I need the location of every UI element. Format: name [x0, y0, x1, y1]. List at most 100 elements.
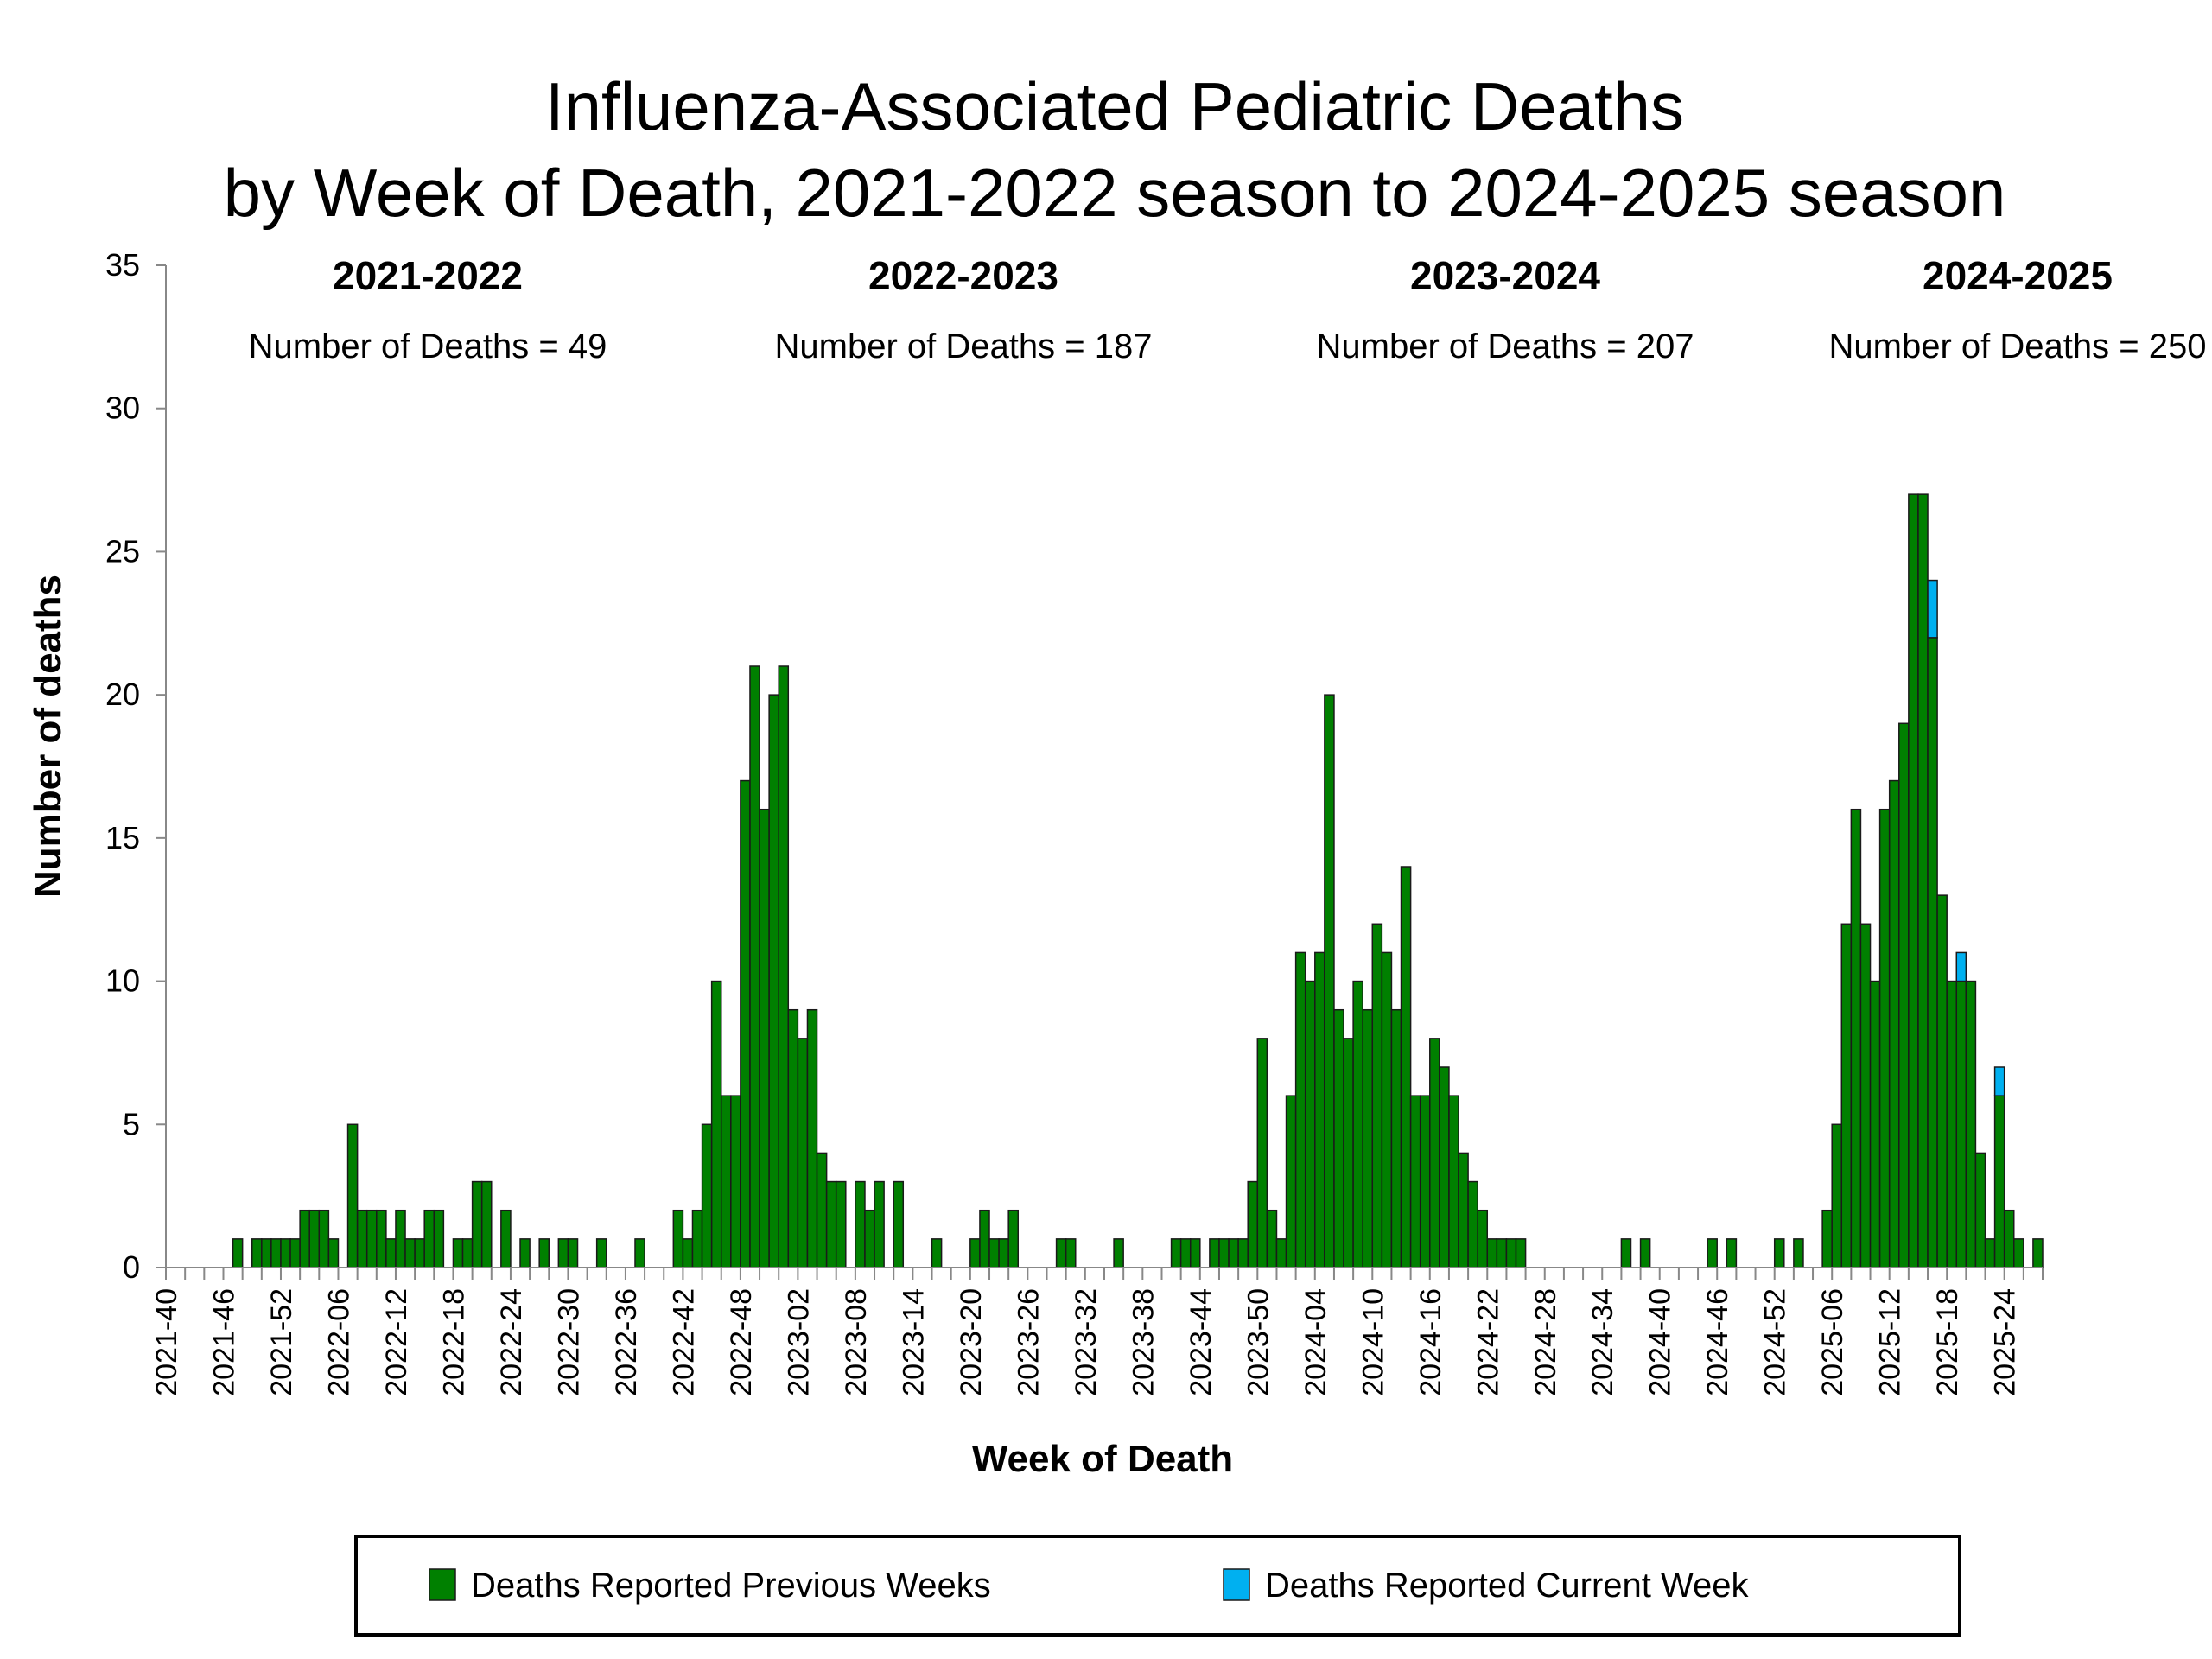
- bar-previous-weeks: [1888, 779, 1900, 1268]
- season-death-count: Number of Deaths = 49: [249, 327, 607, 365]
- bar-previous-weeks: [988, 1238, 1000, 1268]
- season-label: 2024-2025: [1923, 253, 2113, 298]
- bar-previous-weeks: [1458, 1152, 1469, 1268]
- bar-previous-weeks: [251, 1238, 263, 1268]
- bar-previous-weeks: [1371, 923, 1383, 1268]
- bar-previous-weeks: [1179, 1238, 1192, 1268]
- x-tick-label: 2021-46: [207, 1288, 240, 1396]
- bar-previous-weeks: [855, 1180, 866, 1268]
- x-tick-label: 2024-52: [1759, 1288, 1792, 1396]
- bar-previous-weeks: [893, 1180, 905, 1268]
- x-tick-label: 2023-38: [1127, 1288, 1160, 1396]
- bar-previous-weeks: [998, 1238, 1009, 1268]
- bar-previous-weeks: [969, 1238, 981, 1268]
- x-tick-label: 2024-22: [1471, 1288, 1504, 1396]
- bar-previous-weeks: [835, 1180, 847, 1268]
- bar-previous-weeks: [749, 665, 760, 1268]
- bar-previous-weeks: [480, 1180, 493, 1268]
- bar-previous-weeks: [1324, 694, 1335, 1268]
- bar-previous-weeks: [461, 1238, 474, 1268]
- bar-previous-weeks: [1343, 1038, 1354, 1268]
- bar-previous-weeks: [682, 1238, 694, 1268]
- bar-previous-weeks: [299, 1209, 310, 1268]
- bar-previous-weeks: [634, 1238, 645, 1268]
- bar-previous-weeks: [1256, 1038, 1268, 1268]
- bar-previous-weeks: [2032, 1238, 2044, 1268]
- y-tick-label: 10: [105, 963, 140, 999]
- bar-previous-weeks: [289, 1238, 301, 1268]
- bar-previous-weeks: [308, 1209, 321, 1268]
- bar-previous-weeks: [1419, 1095, 1431, 1268]
- bar-previous-weeks: [1218, 1238, 1230, 1268]
- bar-previous-weeks: [759, 808, 770, 1268]
- bar-previous-weeks: [1362, 1008, 1374, 1268]
- x-tick-label: 2023-14: [897, 1288, 930, 1396]
- bar-previous-weeks: [1333, 1008, 1344, 1268]
- bar-previous-weeks: [1898, 722, 1910, 1268]
- bar-previous-weeks: [979, 1209, 990, 1268]
- legend-box: [354, 1535, 1961, 1637]
- bar-previous-weeks: [404, 1238, 416, 1268]
- x-tick-label: 2025-12: [1874, 1288, 1907, 1396]
- bar-previous-weeks: [931, 1238, 943, 1268]
- bar-previous-weeks: [1467, 1180, 1478, 1268]
- bar-previous-weeks: [1294, 951, 1306, 1268]
- bar-previous-weeks: [1993, 1095, 2005, 1268]
- x-tick-label: 2023-08: [840, 1288, 873, 1396]
- bar-previous-weeks: [720, 1095, 732, 1268]
- bar-previous-weeks: [376, 1209, 387, 1268]
- bar-previous-weeks: [1055, 1238, 1067, 1268]
- bar-previous-weeks: [385, 1238, 397, 1268]
- x-tick-label: 2024-16: [1414, 1288, 1447, 1396]
- legend-label-current-week: Deaths Reported Current Week: [1265, 1567, 1750, 1605]
- x-tick-label: 2024-28: [1529, 1288, 1562, 1396]
- bar-previous-weeks: [787, 1008, 799, 1268]
- bar-previous-weeks: [1869, 980, 1881, 1268]
- bar-previous-weeks: [1352, 980, 1363, 1268]
- bar-previous-weeks: [1429, 1038, 1440, 1268]
- chart-subtitle: by Week of Death, 2021-2022 season to 20…: [224, 155, 2006, 231]
- bar-previous-weeks: [806, 1008, 818, 1268]
- x-tick-label: 2025-06: [1816, 1288, 1849, 1396]
- bar-previous-weeks: [1515, 1238, 1527, 1268]
- bar-previous-weeks: [519, 1238, 531, 1268]
- x-tick-label: 2023-20: [955, 1288, 988, 1396]
- bar-previous-weeks: [2013, 1238, 2024, 1268]
- bar-previous-weeks: [1974, 1152, 1986, 1268]
- x-tick-label: 2022-42: [667, 1288, 700, 1396]
- x-tick-label: 2023-44: [1185, 1288, 1217, 1396]
- bar-previous-weeks: [1266, 1209, 1278, 1268]
- bar-previous-weeks: [1228, 1238, 1239, 1268]
- bar-previous-weeks: [1859, 923, 1872, 1268]
- x-tick-label: 2024-40: [1644, 1288, 1677, 1396]
- x-tick-label: 2023-50: [1242, 1288, 1274, 1396]
- y-tick-label: 15: [105, 820, 140, 855]
- bar-previous-weeks: [1955, 980, 1967, 1268]
- bar-previous-weeks: [864, 1209, 875, 1268]
- bar-previous-weeks: [1439, 1066, 1450, 1268]
- x-tick-label: 2024-04: [1300, 1288, 1332, 1396]
- bar-previous-weeks: [1620, 1238, 1632, 1268]
- bar-previous-weeks: [1304, 980, 1316, 1268]
- bar-previous-weeks: [1793, 1238, 1804, 1268]
- season-label: 2021-2022: [333, 253, 523, 298]
- bar-previous-weeks: [1275, 1238, 1287, 1268]
- y-tick-label: 0: [123, 1249, 140, 1285]
- bar-previous-weeks: [232, 1238, 244, 1268]
- bar-previous-weeks: [1726, 1238, 1738, 1268]
- bar-previous-weeks: [710, 980, 722, 1268]
- x-tick-label: 2022-06: [322, 1288, 355, 1396]
- season-label: 2022-2023: [868, 253, 1058, 298]
- bar-previous-weeks: [1189, 1238, 1201, 1268]
- x-tick-label: 2025-18: [1931, 1288, 1964, 1396]
- bar-current-week: [1955, 951, 1967, 982]
- bar-previous-weeks: [1247, 1180, 1259, 1268]
- bar-previous-weeks: [1505, 1238, 1517, 1268]
- bar-previous-weeks: [730, 1095, 741, 1268]
- season-death-count: Number of Deaths = 250: [1829, 327, 2207, 365]
- bar-previous-weeks: [471, 1180, 483, 1268]
- x-tick-label: 2023-26: [1012, 1288, 1045, 1396]
- bar-previous-weeks: [778, 665, 790, 1268]
- bar-previous-weeks: [740, 779, 751, 1268]
- bar-previous-weeks: [557, 1238, 569, 1268]
